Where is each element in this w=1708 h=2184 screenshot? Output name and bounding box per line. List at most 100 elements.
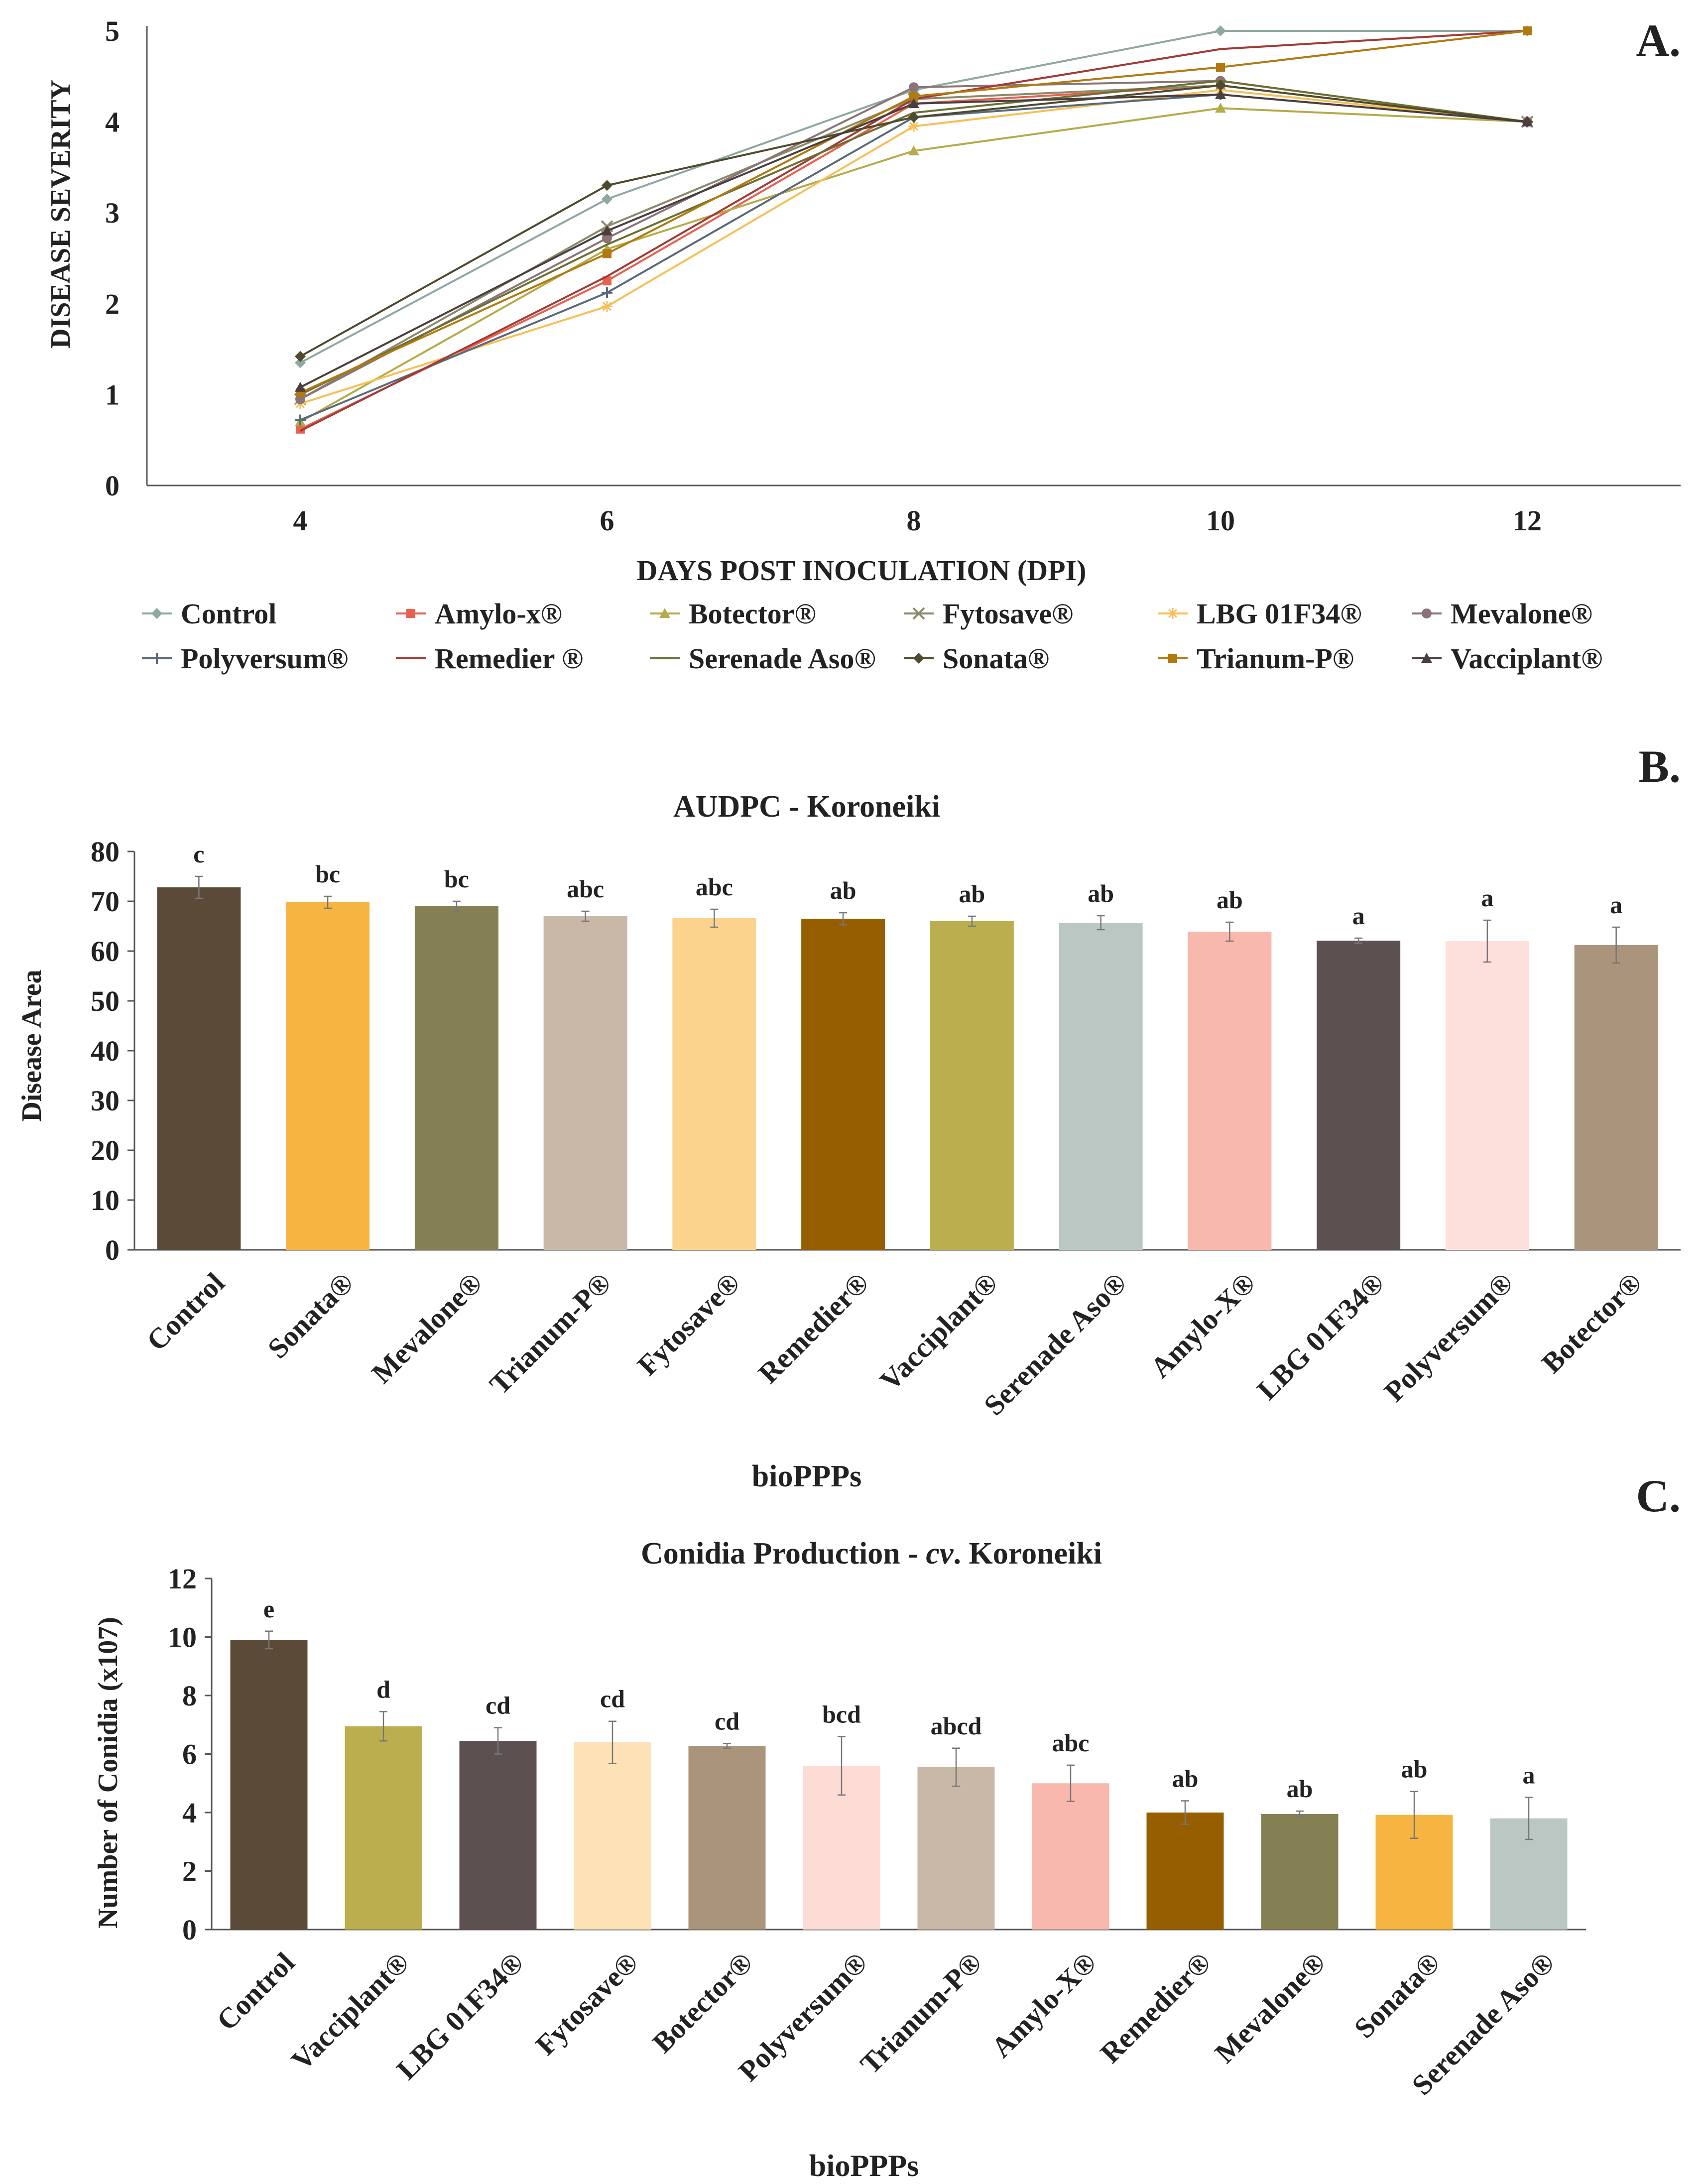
chart-c-category-label: Mevalone®	[1209, 1946, 1332, 2069]
chart-b-title: AUDPC - Koroneiki	[673, 790, 940, 824]
chart-c-error-bar	[1525, 1797, 1533, 1840]
chart-c-category-label: Sonata®	[1348, 1946, 1446, 2044]
chart-b-significance-letter: a	[1352, 902, 1365, 930]
chart-a-y-tick-label: 4	[105, 106, 120, 138]
chart-c-bar-lbg-01f34	[459, 1741, 537, 1930]
chart-b-bar-serenade-aso	[1059, 923, 1143, 1250]
chart-c-bar-fytosave	[574, 1742, 651, 1930]
series-botector	[295, 103, 1533, 427]
chart-c-significance-letter: bcd	[822, 1700, 861, 1728]
chart-c-significance-letter: cd	[486, 1692, 510, 1719]
chart-b-significance-letter: c	[193, 840, 204, 868]
legend-label: Mevalone®	[1451, 598, 1592, 630]
chart-b-bar-amylo-x	[1188, 932, 1272, 1250]
chart-c-error-bar	[1410, 1791, 1418, 1839]
data-point-vacciplant	[908, 98, 919, 109]
legend-swatch-marker	[151, 608, 162, 619]
conidia-bar-chart: Conidia Production - cv. Koroneiki Numbe…	[93, 1537, 1586, 2183]
chart-b-bar-vacciplant	[930, 921, 1014, 1250]
data-point-sonata	[295, 351, 306, 362]
series-lbg-01f34	[295, 84, 1533, 409]
legend-item-fytosave: Fytosave®	[904, 598, 1073, 630]
chart-c-significance-letter: abc	[1052, 1729, 1090, 1757]
series-amylo-x	[296, 81, 1532, 434]
legend-item-trianum-p: Trianum-P®	[1158, 642, 1354, 675]
chart-c-y-tick-label: 0	[182, 1914, 197, 1946]
chart-b-error-bar	[710, 908, 719, 928]
legend-label: Polyversum®	[181, 642, 349, 675]
legend-item-amylo-x: Amylo-x®	[396, 598, 562, 630]
legend-swatch-marker	[912, 607, 925, 620]
series-vacciplant	[295, 89, 1533, 392]
legend-swatch-marker	[1421, 653, 1432, 663]
chart-c-error-bar	[952, 1747, 960, 1787]
legend-label: Remedier ®	[435, 642, 583, 675]
chart-b-y-tick-label: 30	[91, 1085, 120, 1117]
chart-a-y-tick-label: 0	[105, 470, 120, 502]
data-point-sonata	[1215, 80, 1226, 91]
data-point-amylo-x	[603, 276, 611, 286]
chart-c-significance-letter: ab	[1172, 1765, 1199, 1793]
data-point-sonata	[602, 180, 612, 191]
chart-b-bar-polyversum	[1445, 941, 1529, 1250]
chart-a-x-tick-label: 12	[1513, 504, 1542, 537]
chart-c-category-label: Botector®	[646, 1946, 759, 2059]
chart-b-ylabel: Disease Area	[16, 970, 47, 1121]
chart-b-category-label: Trianum-P®	[483, 1266, 617, 1401]
chart-b-category-label: Mevalone®	[366, 1266, 488, 1389]
legend-label: Fytosave®	[943, 598, 1073, 630]
chart-b-category-label: Remedier®	[752, 1266, 875, 1389]
chart-b-error-bar	[324, 895, 332, 909]
data-point-botector	[908, 145, 919, 156]
chart-b-category-label: Vacciplant®	[873, 1266, 1004, 1397]
legend-item-serenade-aso: Serenade Aso®	[650, 642, 876, 675]
legend-label: Trianum-P®	[1197, 642, 1354, 675]
series-line-polyversum	[300, 93, 1528, 421]
chart-b-y-tick-label: 70	[91, 885, 120, 918]
chart-b-significance-letter: ab	[1088, 879, 1114, 907]
series-line-lbg-01f34	[300, 89, 1528, 405]
chart-c-significance-letter: ab	[1401, 1755, 1428, 1783]
chart-c-category-label: Trianum-P®	[854, 1946, 988, 2080]
chart-c-ylabel: Number of Conidia (x107)	[93, 1617, 123, 1929]
chart-c-error-bar	[1067, 1764, 1075, 1802]
chart-c-error-bar	[494, 1727, 502, 1755]
data-point-lbg-01f34	[908, 121, 919, 132]
chart-c-error-bar	[609, 1720, 616, 1764]
chart-b-category-label: Fytosave®	[631, 1266, 746, 1382]
legend-item-lbg-01f34: LBG 01F34®	[1158, 598, 1362, 630]
legend-label: Sonata®	[943, 642, 1049, 675]
chart-a-x-tick-label: 6	[600, 504, 614, 537]
chart-c-category-label: Amylo-X®	[985, 1946, 1102, 2063]
chart-b-significance-letter: abc	[567, 875, 604, 903]
chart-c-title: Conidia Production - cv. Koroneiki	[641, 1537, 1102, 1571]
chart-c-bar-vacciplant	[345, 1726, 422, 1930]
legend-swatch-marker	[151, 653, 162, 664]
chart-b-category-label: LBG 01F34®	[1251, 1266, 1391, 1406]
chart-a-legend: Control Amylo-x® Botector® Fytosave® LBG 01F…	[142, 598, 1602, 675]
chart-c-bar-control	[230, 1640, 308, 1930]
series-control	[295, 25, 1533, 368]
chart-b-bar-fytosave	[672, 918, 756, 1250]
chart-b-bar-mevalone	[414, 906, 498, 1250]
disease-severity-line-chart: DISEASE SEVERITY DAYS POST INOCULATION (…	[45, 15, 1681, 675]
chart-c-y-tick-label: 4	[182, 1797, 197, 1829]
legend-item-mevalone: Mevalone®	[1412, 598, 1592, 630]
data-point-vacciplant	[1522, 116, 1533, 126]
legend-item-botector: Botector®	[650, 598, 816, 630]
chart-c-error-bar	[838, 1736, 846, 1796]
chart-c-significance-letter: cd	[715, 1707, 739, 1735]
chart-a-y-tick-label: 2	[105, 288, 120, 320]
legend-item-vacciplant: Vacciplant®	[1412, 642, 1602, 675]
chart-b-error-bar	[839, 912, 848, 926]
chart-a-x-tick-label: 8	[907, 504, 921, 537]
data-point-amylo-x	[296, 424, 305, 434]
chart-c-xlabel: bioPPPs	[809, 2149, 919, 2183]
legend-label: Botector®	[689, 598, 816, 630]
chart-b-error-bar	[452, 900, 461, 912]
chart-c-y-tick-label: 2	[182, 1855, 197, 1888]
chart-b-significance-letter: ab	[1217, 886, 1243, 914]
chart-b-y-tick-label: 20	[91, 1134, 120, 1167]
chart-c-title-italic: cv	[926, 1537, 954, 1571]
